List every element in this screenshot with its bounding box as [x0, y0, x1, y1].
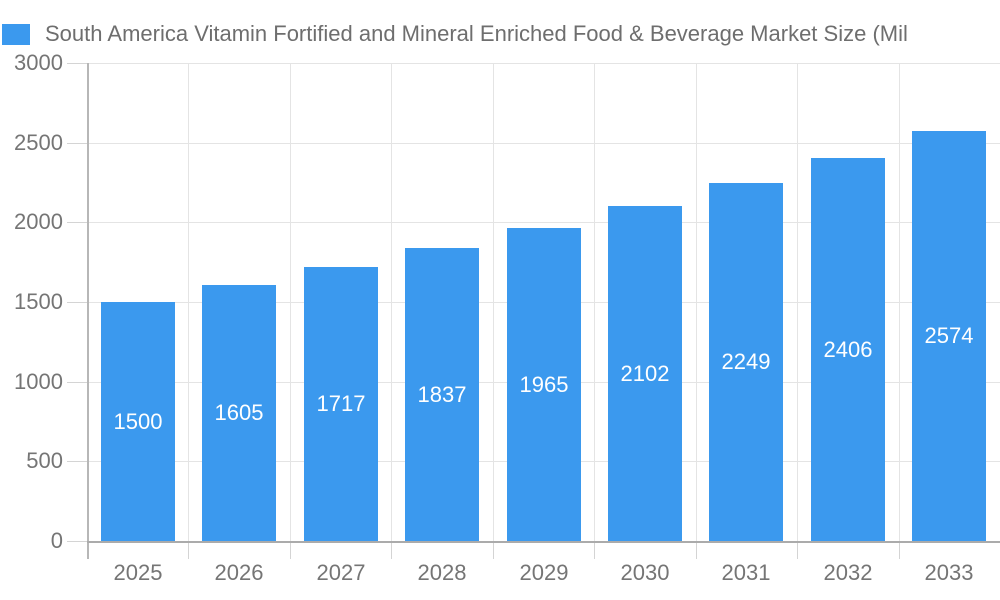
- y-tick-label: 2000: [14, 209, 63, 234]
- v-gridline: [391, 63, 392, 541]
- y-tick-label: 0: [50, 528, 63, 553]
- bar-value-label: 1837: [417, 382, 467, 407]
- y-tick-label: 500: [26, 448, 63, 473]
- v-gridline: [696, 63, 697, 541]
- y-tick-label: 3000: [14, 50, 63, 75]
- h-gridline: [87, 143, 1000, 144]
- legend-item[interactable]: South America Vitamin Fortified and Mine…: [2, 22, 908, 46]
- x-axis-tick: [391, 541, 392, 559]
- x-axis-tick: [290, 541, 291, 559]
- x-tick-label: 2033: [924, 560, 974, 585]
- v-gridline: [493, 63, 494, 541]
- y-axis-tick: [67, 382, 87, 383]
- bar[interactable]: [101, 302, 175, 541]
- x-axis-tick: [594, 541, 595, 559]
- bar-value-label: 2574: [924, 323, 974, 348]
- x-tick-label: 2032: [823, 560, 873, 585]
- x-tick-label: 2029: [519, 560, 569, 585]
- y-axis-line: [87, 63, 89, 559]
- bar[interactable]: [811, 158, 885, 541]
- x-axis-tick: [797, 541, 798, 559]
- legend-series-label: South America Vitamin Fortified and Mine…: [45, 21, 908, 46]
- y-tick-label: 1500: [14, 289, 63, 314]
- x-tick-label: 2027: [316, 560, 366, 585]
- x-axis-tick: [188, 541, 189, 559]
- h-gridline: [87, 63, 1000, 64]
- legend-swatch-icon: [2, 23, 30, 45]
- x-tick-label: 2026: [214, 560, 264, 585]
- x-tick-label: 2031: [721, 560, 771, 585]
- bar[interactable]: [608, 206, 682, 541]
- x-axis-tick: [899, 541, 900, 559]
- v-gridline: [188, 63, 189, 541]
- x-tick-label: 2030: [620, 560, 670, 585]
- v-gridline: [899, 63, 900, 541]
- bar-value-label: 1605: [214, 400, 264, 425]
- y-axis-tick: [67, 63, 87, 64]
- y-axis-tick: [67, 461, 87, 462]
- y-tick-label: 2500: [14, 130, 63, 155]
- bar[interactable]: [405, 248, 479, 541]
- bar[interactable]: [202, 285, 276, 541]
- bar-value-label: 2406: [823, 337, 873, 362]
- x-axis-tick: [493, 541, 494, 559]
- v-gridline: [594, 63, 595, 541]
- y-axis-tick: [67, 541, 87, 542]
- x-axis-tick: [696, 541, 697, 559]
- bar-value-label: 1965: [519, 372, 569, 397]
- bar-value-label: 1717: [316, 391, 366, 416]
- bar[interactable]: [507, 228, 581, 541]
- y-tick-label: 1000: [14, 369, 63, 394]
- v-gridline: [797, 63, 798, 541]
- bar-value-label: 2102: [620, 361, 670, 386]
- x-axis-line: [87, 541, 1000, 543]
- y-axis-tick: [67, 222, 87, 223]
- bar[interactable]: [912, 131, 986, 541]
- x-tick-label: 2028: [417, 560, 467, 585]
- bar-value-label: 1500: [113, 409, 163, 434]
- h-gridline: [87, 222, 1000, 223]
- y-axis-tick: [67, 143, 87, 144]
- x-tick-label: 2025: [113, 560, 163, 585]
- y-axis-tick: [67, 302, 87, 303]
- v-gridline: [290, 63, 291, 541]
- bar[interactable]: [304, 267, 378, 541]
- bar[interactable]: [709, 183, 783, 541]
- bar-value-label: 2249: [721, 349, 771, 374]
